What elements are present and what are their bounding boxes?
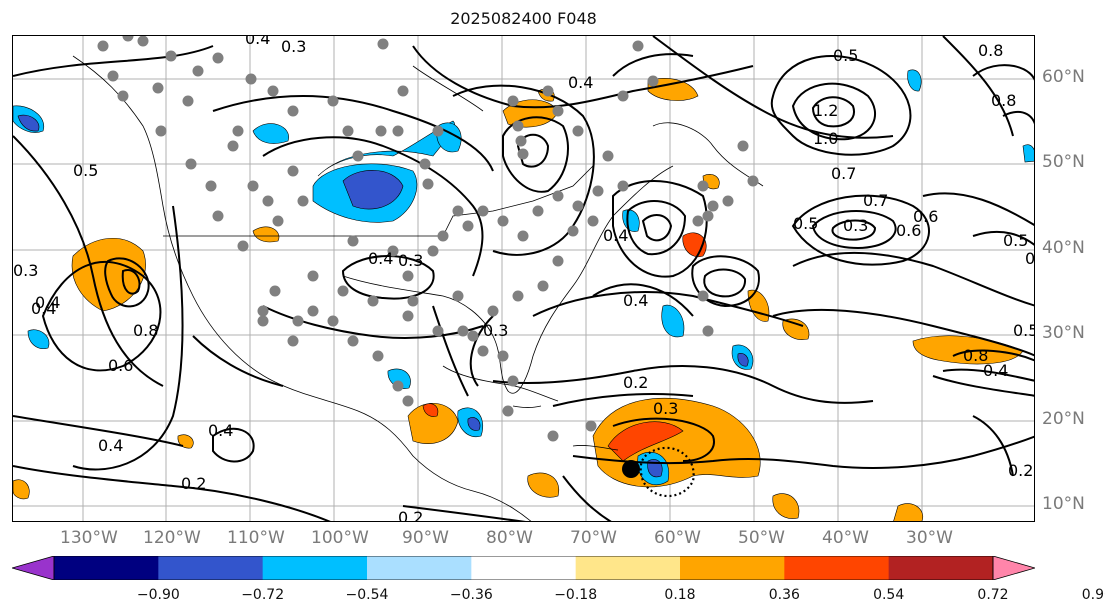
lon-label: 120°W: [143, 528, 201, 548]
contour-label: 0.5: [793, 214, 818, 233]
contour-label: 0.2: [623, 373, 648, 392]
colorbar-segment: [471, 556, 577, 580]
map-canvas: 0.4 0.3 0.3 0.4 0.5 0.8 1.2 1.0 0.8 0.7 …: [13, 36, 1035, 522]
contour-label: 0.7: [863, 191, 888, 210]
colorbar-segment: [158, 556, 264, 580]
colorbar-tick-label: 0.36: [768, 587, 800, 603]
contour-lines: [13, 36, 1034, 521]
colorbar-tick-label: −0.72: [241, 587, 285, 603]
colorbar-tick-label: 0.72: [977, 587, 1009, 603]
contour-label: 0.8: [963, 346, 988, 365]
colorbar-segment: [575, 556, 681, 580]
colorbar-tick-label: −0.90: [136, 587, 180, 603]
contour-label: 1.0: [813, 129, 838, 148]
colorbar-segment: [262, 556, 368, 580]
lon-label: 70°W: [570, 528, 617, 548]
map-title: 2025082400 F048: [450, 9, 597, 28]
colorbar-tick-label: −0.54: [345, 587, 389, 603]
lon-label: 90°W: [402, 528, 449, 548]
contour-label: 0.4: [208, 421, 233, 440]
contour-label: 0.3: [281, 37, 306, 56]
contour-label: 0.5: [1013, 321, 1035, 340]
colorbar-segment: [54, 556, 159, 580]
contour-label: 0.8: [991, 91, 1016, 110]
contour-label-group: 0.4 0.3 0.3 0.4 0.5 0.8 1.2 1.0 0.8 0.7 …: [13, 36, 1035, 522]
contour-label: 0.4: [35, 293, 60, 312]
contour-label: 0.2: [398, 508, 423, 522]
lon-label: 30°W: [906, 528, 953, 548]
contour-label: 0.3: [398, 251, 423, 270]
colorbar-tick-label: 0.18: [664, 587, 696, 603]
contour-label: 0.2: [181, 474, 206, 493]
lat-label: 50°N: [1042, 152, 1085, 172]
contour-label: 0.6: [896, 221, 921, 240]
contour-label: 0.5: [73, 161, 98, 180]
colorbar-segment: [680, 556, 785, 580]
lon-label: 40°W: [822, 528, 869, 548]
lat-label: 10°N: [1042, 494, 1085, 514]
contour-label: 0.6: [913, 207, 938, 226]
contour-label: 0.3: [653, 399, 678, 418]
lat-label: 20°N: [1042, 409, 1085, 429]
colorbar-segment: [888, 556, 994, 580]
contour-label: 0.4: [603, 226, 628, 245]
colorbar-tick-label: 0.54: [873, 587, 905, 603]
contour-label: 0.4: [368, 249, 393, 268]
lat-label: 30°N: [1042, 323, 1085, 343]
contour-label: 0.3: [483, 321, 508, 340]
colorbar-segment: [367, 556, 472, 580]
lon-label: 50°W: [738, 528, 785, 548]
observation-dots: [97, 36, 759, 442]
colorbar-tick-label: −0.18: [554, 587, 598, 603]
lat-label: 60°N: [1042, 67, 1085, 87]
lon-label: 100°W: [311, 528, 369, 548]
contour-label: 0.4: [983, 361, 1008, 380]
contour-label: 0.6: [108, 356, 133, 375]
storm-center-marker: [622, 460, 640, 478]
contour-label: 0.4: [568, 73, 593, 92]
lon-label: 130°W: [60, 528, 118, 548]
contour-label: 1.2: [813, 101, 838, 120]
contour-label: 0.4: [623, 291, 648, 310]
colorbar-segment: [784, 556, 890, 580]
colorbar: [12, 556, 1035, 580]
contour-label: 0.4: [31, 299, 56, 318]
contour-label: 0.3: [843, 216, 868, 235]
contour-label: 0.3: [13, 261, 38, 280]
colorbar-tick-label: −0.36: [449, 587, 493, 603]
contour-label: 0.8: [978, 41, 1003, 60]
lat-label: 40°N: [1042, 238, 1085, 258]
contour-label: 0.8: [133, 321, 158, 340]
contour-label: 0.7: [831, 164, 856, 183]
colorbar-frame: [53, 556, 994, 580]
contour-label: 0.2: [1008, 461, 1033, 480]
contour-label: 0.3: [1025, 249, 1035, 268]
contour-label: 0.4: [245, 36, 270, 48]
contour-label: 0.5: [1003, 231, 1028, 250]
lon-label: 60°W: [654, 528, 701, 548]
contour-label: 0.5: [833, 46, 858, 65]
lon-label: 110°W: [227, 528, 285, 548]
map-panel: 0.4 0.3 0.3 0.4 0.5 0.8 1.2 1.0 0.8 0.7 …: [12, 35, 1035, 522]
colorbar-tick-label: 0.90: [1081, 587, 1105, 603]
colorbar-extend-max: [992, 556, 1035, 580]
lon-label: 80°W: [486, 528, 533, 548]
contour-label: 0.4: [98, 436, 123, 455]
colorbar-extend-min: [12, 556, 55, 580]
storm-circulation: [639, 446, 695, 497]
